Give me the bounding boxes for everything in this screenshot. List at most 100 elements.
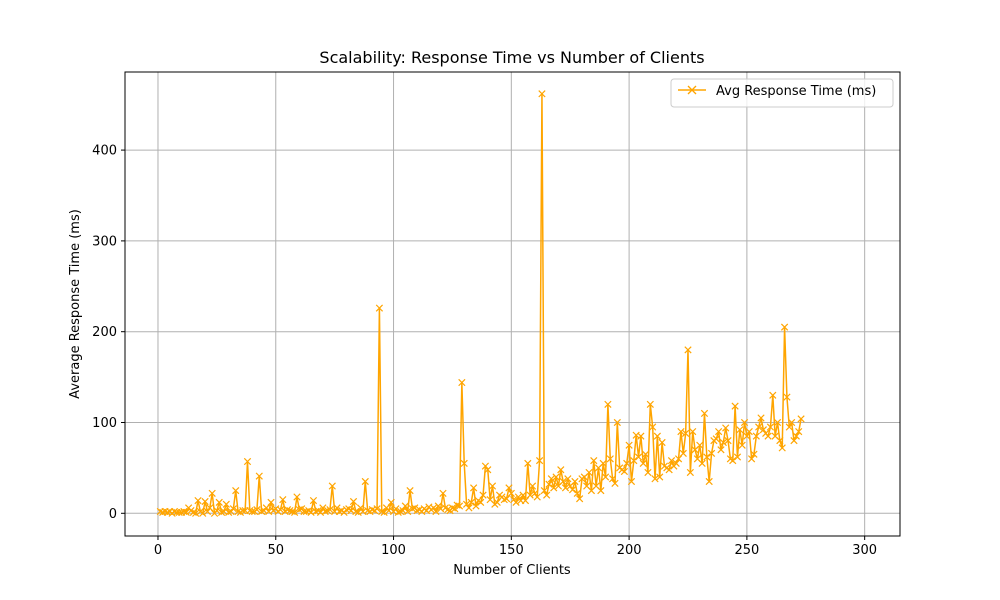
data-point-marker <box>507 489 515 497</box>
data-point-marker <box>229 505 237 513</box>
chart-title: Scalability: Response Time vs Number of … <box>319 48 704 67</box>
data-point-marker <box>217 508 226 517</box>
data-point-marker <box>182 508 190 517</box>
data-point-marker <box>731 402 739 410</box>
data-point-marker <box>451 505 459 513</box>
data-point-marker <box>279 496 287 504</box>
data-point-marker <box>295 506 303 514</box>
data-point-marker <box>630 457 638 465</box>
data-point-marker <box>352 507 360 516</box>
data-point-marker <box>679 449 687 457</box>
data-point-marker <box>571 477 579 486</box>
data-point-marker <box>714 427 723 436</box>
data-point-marker <box>189 508 197 517</box>
data-point-marker <box>392 505 400 513</box>
data-point-marker <box>719 438 727 447</box>
y-tick-label: 200 <box>92 325 117 340</box>
data-point-marker <box>293 493 301 501</box>
data-point-marker <box>380 508 388 517</box>
data-point-marker <box>328 482 336 490</box>
data-point-marker <box>738 441 746 449</box>
data-point-marker <box>646 400 654 408</box>
data-point-marker <box>201 497 209 506</box>
data-point-marker <box>309 496 318 505</box>
data-point-marker <box>465 504 473 512</box>
data-point-marker <box>401 502 409 510</box>
data-point-marker <box>333 504 341 512</box>
data-point-marker <box>564 475 572 483</box>
data-point-marker <box>625 441 633 449</box>
data-point-marker <box>561 484 570 492</box>
data-point-marker <box>326 506 334 514</box>
x-tick-label: 200 <box>617 543 642 558</box>
data-point-marker <box>222 500 230 508</box>
data-point-marker <box>321 507 329 516</box>
data-point-marker <box>729 457 737 465</box>
legend-box <box>670 78 894 108</box>
data-point-marker <box>783 393 791 401</box>
data-point-marker <box>432 507 440 516</box>
data-point-marker <box>684 346 692 354</box>
data-point-marker <box>750 450 758 458</box>
data-point-marker <box>608 475 617 483</box>
x-tick-label: 150 <box>499 543 524 558</box>
data-point-marker <box>653 432 661 440</box>
data-point-marker <box>533 493 541 501</box>
data-point-marker <box>192 509 200 517</box>
data-point-marker <box>543 491 551 499</box>
data-point-marker <box>448 504 457 512</box>
data-point-marker <box>611 479 619 487</box>
data-point-marker <box>769 391 777 399</box>
data-point-marker <box>764 432 772 440</box>
data-point-marker <box>467 498 475 507</box>
data-point-marker <box>606 455 614 463</box>
data-point-marker <box>792 432 800 440</box>
data-point-marker <box>439 489 447 497</box>
data-point-marker <box>253 506 261 514</box>
data-point-marker <box>276 506 285 514</box>
data-point-marker <box>387 498 395 507</box>
data-point-marker <box>766 423 775 431</box>
y-tick-label: 100 <box>92 416 117 431</box>
data-point-marker <box>722 424 730 432</box>
data-point-marker <box>500 496 508 504</box>
data-point-marker <box>585 468 593 477</box>
data-point-marker <box>573 489 581 497</box>
data-point-marker <box>429 504 438 512</box>
data-point-marker <box>672 459 680 467</box>
data-point-marker <box>213 506 221 515</box>
y-tick-label: 0 <box>109 507 117 522</box>
data-point-marker <box>258 507 266 516</box>
x-tick-label: 100 <box>381 543 406 558</box>
data-point-marker <box>444 506 452 514</box>
data-point-marker <box>484 466 492 474</box>
data-point-marker <box>576 495 584 503</box>
data-point-marker <box>776 437 784 445</box>
data-point-marker <box>462 500 471 508</box>
data-point-marker <box>712 435 720 443</box>
y-tick-label: 400 <box>92 144 117 159</box>
data-point-marker <box>773 418 782 427</box>
data-point-marker <box>599 459 607 467</box>
data-point-marker <box>747 455 756 463</box>
x-tick-label: 0 <box>154 543 162 558</box>
data-point-marker <box>627 477 636 486</box>
data-point-marker <box>644 468 652 477</box>
data-point-marker <box>283 506 292 514</box>
data-point-marker <box>470 484 478 492</box>
data-point-marker <box>180 507 188 516</box>
data-point-marker <box>232 486 240 495</box>
data-point-marker <box>550 484 558 492</box>
data-point-marker <box>481 462 490 470</box>
data-point-marker <box>255 472 263 480</box>
data-point-marker <box>639 459 647 467</box>
data-point-marker <box>453 501 461 509</box>
data-point-marker <box>689 427 697 436</box>
data-point-marker <box>248 507 256 516</box>
data-point-marker <box>519 491 527 499</box>
data-point-marker <box>460 459 468 467</box>
data-point-marker <box>472 502 480 510</box>
data-point-marker <box>733 453 742 461</box>
legend-marker-x-icon <box>687 85 697 95</box>
